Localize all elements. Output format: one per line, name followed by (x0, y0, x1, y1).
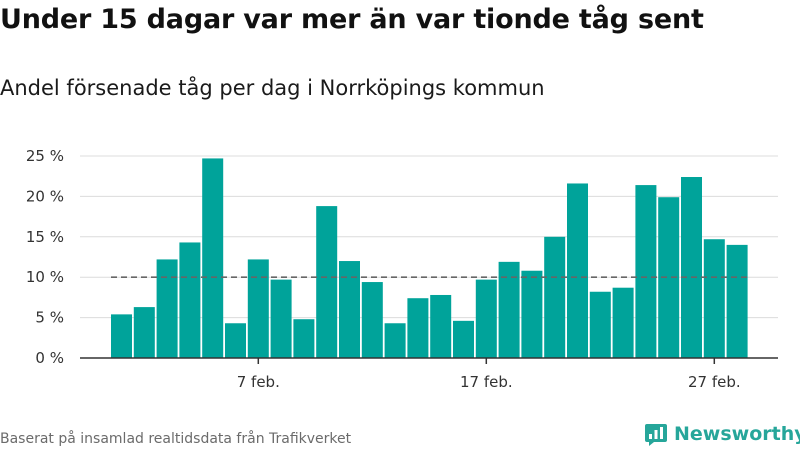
bar (225, 323, 246, 358)
bar (430, 294, 452, 358)
bar (111, 314, 132, 358)
bar (361, 282, 383, 358)
bar (726, 244, 748, 358)
bar (384, 323, 406, 358)
bar (179, 242, 201, 358)
bar-chart: 0 % 5 % 10 % 15 % 20 % 25 % 7 feb. 17 feb. 27 fe… (26, 147, 778, 391)
y-tick-label: 15 % (26, 228, 64, 246)
bar (133, 307, 155, 358)
bar (681, 177, 702, 358)
bar (270, 279, 292, 358)
bar (589, 291, 611, 358)
bar (156, 259, 178, 358)
x-tick-label: 27 feb. (688, 373, 741, 391)
chart-title: Under 15 dagar var mer än var tionde tåg… (0, 4, 704, 35)
bar (407, 298, 429, 358)
bar (567, 183, 588, 358)
source-note: Baserat på insamlad realtidsdata från Tr… (0, 431, 352, 447)
y-tick-label: 5 % (35, 309, 64, 327)
bar (247, 259, 269, 358)
bar (339, 261, 360, 358)
x-tick-label: 17 feb. (460, 373, 513, 391)
y-tick-label: 25 % (26, 147, 64, 165)
bar (293, 319, 315, 358)
y-tick-label: 20 % (26, 187, 64, 205)
y-tick-label: 10 % (26, 268, 64, 286)
chart-subtitle: Andel försenade tåg per dag i Norrköping… (0, 76, 545, 100)
brand-name: Newsworthy (674, 423, 800, 445)
bar (316, 206, 338, 358)
bar (202, 158, 224, 358)
bar (475, 279, 497, 358)
bar (544, 236, 566, 358)
bar (521, 270, 543, 358)
x-tick-label: 7 feb. (237, 373, 280, 391)
bar (658, 197, 680, 358)
bar (703, 239, 725, 358)
brand-logo: Newsworthy (644, 421, 800, 447)
bar (498, 261, 520, 358)
y-tick-label: 0 % (35, 349, 64, 367)
bar (612, 287, 634, 358)
bar (635, 185, 657, 358)
bar (453, 320, 474, 358)
bar-chart-logo-icon (645, 424, 667, 446)
